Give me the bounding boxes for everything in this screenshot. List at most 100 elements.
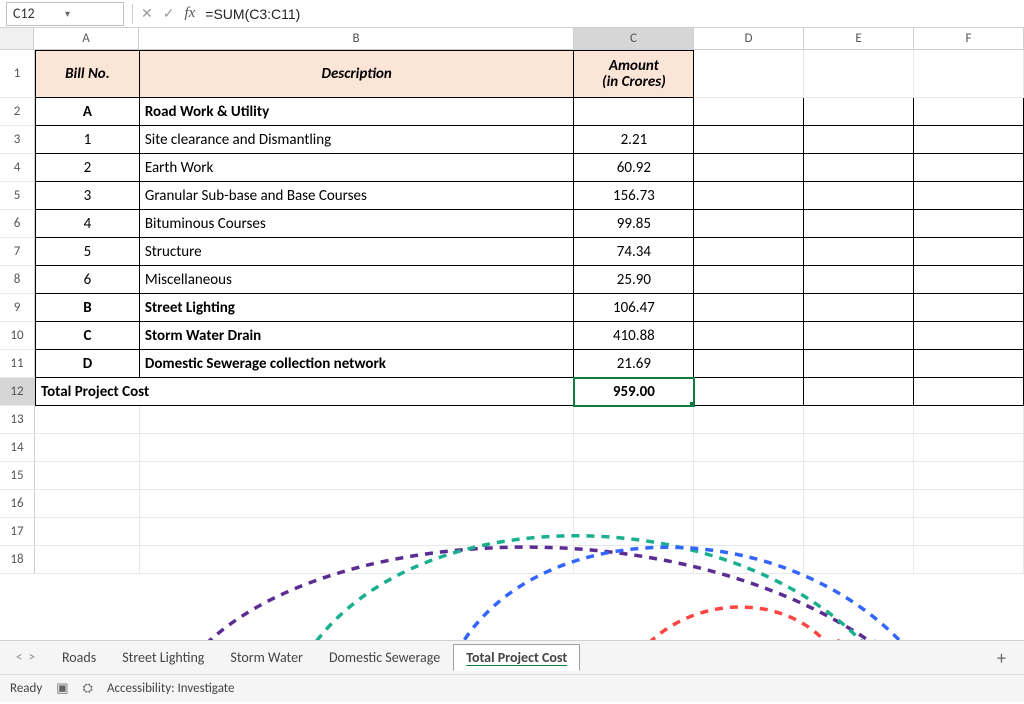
row-header[interactable]: 15	[0, 462, 35, 490]
cell[interactable]: 25.90	[574, 266, 694, 294]
col-header-A[interactable]: A	[34, 28, 139, 49]
cell[interactable]	[694, 322, 804, 350]
cell[interactable]	[140, 546, 575, 574]
cell[interactable]	[914, 294, 1024, 322]
cell[interactable]	[35, 406, 140, 434]
row-header[interactable]: 2	[0, 98, 35, 126]
cell[interactable]: D	[35, 350, 140, 378]
cell[interactable]: 959.00	[574, 378, 694, 406]
cell[interactable]	[694, 50, 804, 98]
cell[interactable]	[574, 98, 694, 126]
cell[interactable]: 21.69	[574, 350, 694, 378]
cell[interactable]	[35, 518, 140, 546]
cell[interactable]	[694, 350, 804, 378]
row-header[interactable]: 7	[0, 238, 35, 266]
row-header[interactable]: 14	[0, 434, 35, 462]
cell[interactable]	[694, 238, 804, 266]
row-header[interactable]: 11	[0, 350, 35, 378]
col-header-F[interactable]: F	[914, 28, 1024, 49]
cell[interactable]	[914, 490, 1024, 518]
cell[interactable]: 410.88	[574, 322, 694, 350]
cell[interactable]: Site clearance and Dismantling	[140, 126, 575, 154]
cell[interactable]	[914, 126, 1024, 154]
cell[interactable]	[694, 266, 804, 294]
row-header[interactable]: 6	[0, 210, 35, 238]
cell[interactable]	[140, 462, 575, 490]
cell[interactable]	[574, 434, 694, 462]
cell[interactable]	[804, 98, 914, 126]
row-header[interactable]: 10	[0, 322, 35, 350]
cell[interactable]	[914, 50, 1024, 98]
cell[interactable]	[35, 434, 140, 462]
cell[interactable]	[574, 518, 694, 546]
macro-icon[interactable]: ▣	[56, 681, 68, 696]
cell[interactable]: Structure	[140, 238, 575, 266]
cell[interactable]	[914, 406, 1024, 434]
cell[interactable]	[914, 154, 1024, 182]
cell[interactable]: 60.92	[574, 154, 694, 182]
cell[interactable]: Total Project Cost	[35, 378, 574, 406]
row-header[interactable]: 1	[0, 50, 35, 98]
cell[interactable]: Bituminous Courses	[140, 210, 575, 238]
col-header-E[interactable]: E	[804, 28, 914, 49]
cell[interactable]: Amount(in Crores)	[574, 50, 694, 98]
cell[interactable]	[804, 378, 914, 406]
cell[interactable]: 6	[35, 266, 140, 294]
cell[interactable]	[694, 98, 804, 126]
cell[interactable]: Granular Sub-base and Base Courses	[140, 182, 575, 210]
cell[interactable]: 99.85	[574, 210, 694, 238]
add-sheet-icon[interactable]: +	[987, 647, 1016, 669]
sheet-tab[interactable]: Domestic Sewerage	[316, 644, 453, 671]
cell[interactable]	[140, 518, 575, 546]
cell[interactable]	[694, 154, 804, 182]
cell[interactable]: Earth Work	[140, 154, 575, 182]
cell[interactable]: Domestic Sewerage collection network	[140, 350, 575, 378]
cell[interactable]	[694, 406, 804, 434]
cell[interactable]	[574, 462, 694, 490]
cell[interactable]	[694, 546, 804, 574]
cell[interactable]: Street Lighting	[140, 294, 575, 322]
cell[interactable]	[694, 126, 804, 154]
cell[interactable]: Road Work & Utility	[140, 98, 575, 126]
cell[interactable]	[804, 210, 914, 238]
cell[interactable]	[804, 126, 914, 154]
cell[interactable]: 156.73	[574, 182, 694, 210]
tab-next-icon[interactable]: >	[28, 650, 34, 665]
cell[interactable]	[804, 546, 914, 574]
cell[interactable]	[804, 350, 914, 378]
cell[interactable]: 74.34	[574, 238, 694, 266]
cell[interactable]	[694, 518, 804, 546]
cell[interactable]	[914, 462, 1024, 490]
row-header[interactable]: 12	[0, 378, 35, 406]
spreadsheet-grid[interactable]: ABCDEF 1Bill No.DescriptionAmount(in Cro…	[0, 28, 1024, 640]
tab-prev-icon[interactable]: <	[16, 650, 22, 665]
cell[interactable]: Miscellaneous	[140, 266, 575, 294]
cell[interactable]	[804, 182, 914, 210]
cell[interactable]	[694, 462, 804, 490]
sheet-tab[interactable]: Street Lighting	[109, 644, 217, 671]
cell[interactable]: A	[35, 98, 140, 126]
row-header[interactable]: 8	[0, 266, 35, 294]
cell[interactable]	[574, 406, 694, 434]
sheet-tab[interactable]: Roads	[49, 644, 109, 671]
cell[interactable]	[35, 462, 140, 490]
row-header[interactable]: 13	[0, 406, 35, 434]
cell[interactable]	[914, 266, 1024, 294]
row-header[interactable]: 18	[0, 546, 35, 574]
cell[interactable]	[140, 490, 575, 518]
cell[interactable]	[804, 294, 914, 322]
cell[interactable]	[914, 322, 1024, 350]
fx-icon[interactable]: fx	[184, 5, 195, 22]
cell[interactable]	[574, 546, 694, 574]
cell[interactable]	[804, 154, 914, 182]
cell[interactable]: 5	[35, 238, 140, 266]
cell[interactable]	[804, 462, 914, 490]
cell[interactable]	[914, 98, 1024, 126]
cell[interactable]: 2.21	[574, 126, 694, 154]
accessibility-icon[interactable]: ⛭	[83, 681, 93, 696]
cell[interactable]	[35, 490, 140, 518]
cell[interactable]	[140, 406, 575, 434]
sheet-tab[interactable]: Total Project Cost	[453, 644, 580, 671]
row-header[interactable]: 3	[0, 126, 35, 154]
cell[interactable]	[574, 490, 694, 518]
